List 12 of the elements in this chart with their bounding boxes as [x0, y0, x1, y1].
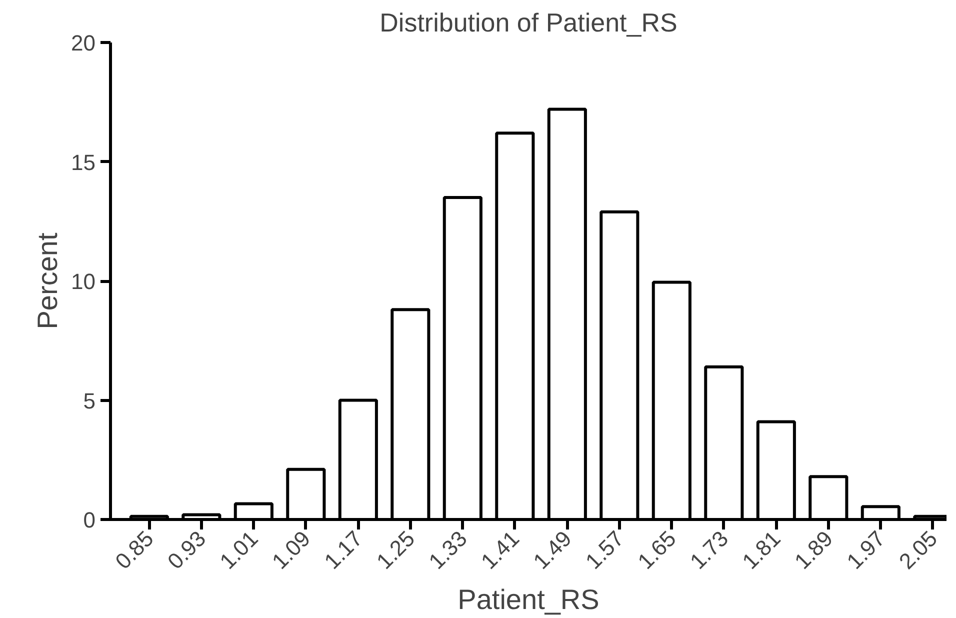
y-tick-label: 5 [83, 388, 96, 414]
y-tick-label: 10 [71, 269, 96, 294]
y-tick-label: 15 [71, 150, 96, 175]
y-tick-label: 20 [71, 30, 96, 56]
x-tick-label: 0.93 [162, 526, 211, 574]
y-axis-title: Percent [32, 232, 64, 330]
chart-title: Distribution of Patient_RS [380, 8, 678, 38]
x-tick-label: 1.81 [737, 526, 786, 574]
y-tick-label: 0 [83, 508, 96, 532]
x-tick-label: 1.01 [214, 526, 263, 574]
x-axis-title: Patient_RS [458, 584, 600, 616]
x-tick-label: 1.41 [476, 526, 524, 574]
